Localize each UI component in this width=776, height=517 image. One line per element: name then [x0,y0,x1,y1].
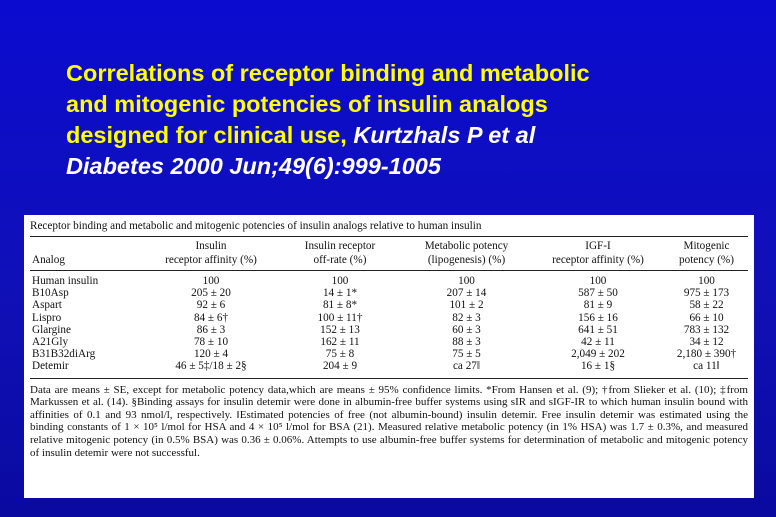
header-text: Insulin [195,240,227,252]
table-cell: 81 ± 9 [583,299,613,312]
header-row: Analog Insulin receptor affinity (%) Insu… [30,237,748,271]
table-cell: 34 ± 12 [689,336,724,349]
table-cell: 975 ± 173 [683,287,730,300]
header-receptor-affinity: Insulin receptor affinity (%) [144,237,278,271]
header-metabolic-potency: Metabolic potency (lipogenesis) (%) [402,237,531,271]
table-cell: 100 [698,275,715,287]
table-row: Glargine 86 ± 3 152 ± 13 60 ± 3 641 ± 51… [30,324,748,336]
table-cell: 204 ± 9 [322,360,358,373]
analog-name: Aspart [32,299,62,312]
table-footnote: Data are means ± SE, except for metaboli… [30,383,748,459]
table-row: Human insulin 100 100 100 100 100 [30,271,748,288]
table-caption: Receptor binding and metabolic and mitog… [30,219,748,237]
table-cell: 152 ± 13 [320,323,360,336]
table-cell: ca 27‖ [452,360,481,373]
title-line: designed for clinical use, Kurtzhals P e… [66,120,746,151]
table-cell: 100 [589,275,607,287]
header-text: Mitogenic [683,240,730,252]
title-line: Correlations of receptor binding and met… [66,60,590,86]
table-cell: 205 ± 20 [191,287,231,300]
table-cell: 16 ± 1§ [580,360,616,373]
table-cell: 75 ± 8 [325,348,355,361]
table-cell: 58 ± 22 [689,299,724,312]
potency-table: Analog Insulin receptor affinity (%) Insu… [30,237,748,379]
table-cell: 92 ± 6 [196,299,226,312]
table-cell: 100 [458,275,475,287]
table-row: Detemir 46 ± 5‡/18 ± 2§ 204 ± 9 ca 27‖ 1… [30,360,748,378]
table-panel: Receptor binding and metabolic and mitog… [24,215,754,498]
citation-journal: Diabetes 2000 Jun;49(6):999-1005 [66,153,441,179]
table-cell: 88 ± 3 [452,336,481,349]
table-cell: 162 ± 11 [320,336,360,349]
analog-name: Detemir [32,360,69,373]
table-cell: 60 ± 3 [452,323,481,336]
header-text: receptor affinity (%) [552,253,644,266]
header-text: off-rate (%) [313,253,367,266]
table-cell: 101 ± 2 [449,299,484,312]
header-text: IGF-I [585,240,611,252]
header-text: Metabolic potency [424,240,509,252]
table-cell: 587 ± 50 [578,287,618,300]
table-row: Lispro 84 ± 6† 100 ± 11† 82 ± 3 156 ± 16… [30,312,748,324]
analog-name: Glargine [32,323,71,336]
table-cell: 156 ± 16 [578,311,618,324]
analog-name: Lispro [32,311,62,324]
title-line: and mitogenic potencies of insulin analo… [66,91,548,117]
analog-name: B31B32diArg [32,348,96,361]
table-cell: 100 [202,275,220,287]
table-cell: 75 ± 5 [452,348,481,361]
table-row: A21Gly 78 ± 10 162 ± 11 88 ± 3 42 ± 11 3… [30,336,748,348]
citation-author: Kurtzhals P et al [353,122,536,148]
slide-title: Correlations of receptor binding and met… [66,58,746,182]
table-cell: 86 ± 3 [196,323,226,336]
header-text: Analog [32,253,65,266]
table-cell: 46 ± 5‡/18 ± 2§ [175,360,247,373]
header-off-rate: Insulin receptor off-rate (%) [278,237,402,271]
header-igf1-affinity: IGF-I receptor affinity (%) [531,237,665,271]
table-cell: 100 [331,275,349,287]
table-cell: ca 11‖ [693,360,720,373]
analog-name: A21Gly [32,336,69,349]
table-cell: 42 ± 11 [581,336,615,349]
analog-name: B10Asp [32,287,69,300]
header-text: receptor affinity (%) [165,253,257,266]
table-cell: 14 ± 1* [322,287,358,300]
table-cell: 81 ± 8* [322,299,358,312]
table-row: Aspart 92 ± 6 81 ± 8* 101 ± 2 81 ± 9 58 … [30,299,748,311]
header-text: Insulin receptor [304,240,376,252]
table-cell: 2,180 ± 390† [676,348,737,361]
table-row: B31B32diArg 120 ± 4 75 ± 8 75 ± 5 2,049 … [30,348,748,360]
table-cell: 207 ± 14 [446,287,487,300]
table-cell: 2,049 ± 202 [571,348,625,361]
header-mitogenic-potency: Mitogenic potency (%) [665,237,748,271]
table-cell: 783 ± 132 [683,323,730,336]
analog-name: Human insulin [32,275,99,287]
table-cell: 78 ± 10 [193,336,229,349]
table-cell: 84 ± 6† [193,311,229,324]
header-analog: Analog [30,237,144,271]
table-cell: 82 ± 3 [452,311,481,324]
table-row: B10Asp 205 ± 20 14 ± 1* 207 ± 14 587 ± 5… [30,287,748,299]
title-line-text: designed for clinical use, [66,122,354,148]
table-cell: 641 ± 51 [578,323,618,336]
table-cell: 120 ± 4 [193,348,229,361]
table-cell: 66 ± 10 [689,311,724,324]
header-text: potency (%) [679,253,734,266]
header-text: (lipogenesis) (%) [427,253,506,266]
table-cell: 100 ± 11† [317,311,363,324]
